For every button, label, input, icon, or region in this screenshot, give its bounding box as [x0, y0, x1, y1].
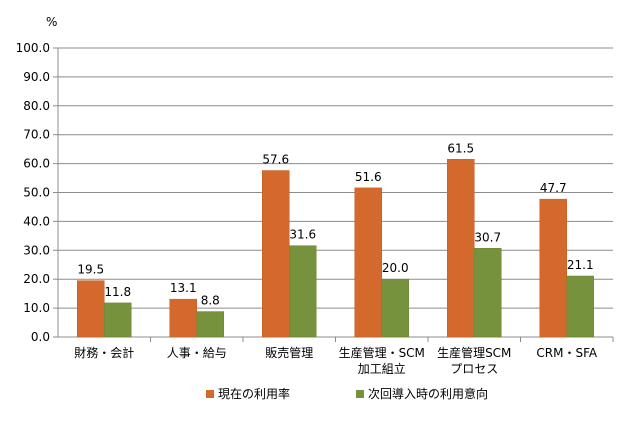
bar	[77, 280, 105, 338]
bar	[104, 302, 132, 338]
category-label: プロセス	[450, 362, 498, 376]
y-tick-label: 0.0	[31, 330, 50, 344]
data-label: 47.7	[540, 181, 567, 195]
bar	[539, 198, 567, 338]
gridlines	[58, 47, 613, 309]
bar	[381, 278, 409, 338]
bar	[289, 245, 317, 338]
y-tick-label: 10.0	[23, 301, 50, 315]
data-label: 30.7	[474, 230, 501, 244]
data-label: 8.8	[201, 294, 220, 308]
category-label: 人事・給与	[167, 346, 227, 360]
y-tick-label: 100.0	[16, 41, 50, 55]
category-label: 生産管理・SCM	[339, 345, 425, 360]
bar	[262, 170, 290, 338]
y-tick-label: 30.0	[23, 243, 50, 257]
data-label: 13.1	[170, 281, 197, 295]
bar	[447, 159, 475, 338]
data-label: 20.0	[382, 261, 409, 275]
legend-label: 次回導入時の利用意向	[368, 386, 488, 401]
y-tick-label: 50.0	[23, 186, 50, 200]
axes	[53, 47, 614, 342]
bar	[354, 187, 382, 338]
legend-swatch	[356, 390, 364, 398]
y-tick-labels: 0.0 10.0 20.0 30.0 40.0 50.0 60.0 70.0 80.0 90.0 1…	[16, 41, 50, 344]
data-label: 31.6	[289, 228, 316, 242]
bar	[474, 248, 502, 338]
category-label: 財務・会計	[74, 345, 134, 360]
category-label: 加工組立	[358, 361, 406, 376]
y-tick-label: 90.0	[23, 70, 50, 84]
data-label: 11.8	[104, 285, 131, 299]
legend-swatch	[206, 390, 214, 398]
y-unit-label: %	[46, 15, 57, 29]
category-label: 販売管理	[265, 345, 313, 360]
legend-label: 現在の利用率	[218, 386, 290, 401]
category-label: CRM・SFA	[536, 346, 597, 360]
data-label: 61.5	[447, 141, 474, 155]
legend: 現在の利用率 次回導入時の利用意向	[206, 386, 488, 401]
data-label: 57.6	[262, 153, 289, 167]
bars	[77, 159, 594, 338]
y-tick-label: 60.0	[23, 157, 50, 171]
category-label: 生産管理SCM	[437, 345, 511, 360]
y-tick-label: 40.0	[23, 214, 50, 228]
data-label: 51.6	[355, 170, 382, 184]
y-tick-label: 20.0	[23, 272, 50, 286]
data-label: 19.5	[77, 263, 104, 277]
y-tick-label: 70.0	[23, 128, 50, 142]
bar	[196, 311, 224, 338]
data-label: 21.1	[567, 258, 594, 272]
y-tick-label: 80.0	[23, 99, 50, 113]
bar	[169, 298, 197, 338]
data-labels: 19.511.8 13.1 8.8 57.6 31.6 51.6 20.0 61.5 30.7 4…	[77, 141, 593, 307]
bar	[566, 275, 594, 338]
